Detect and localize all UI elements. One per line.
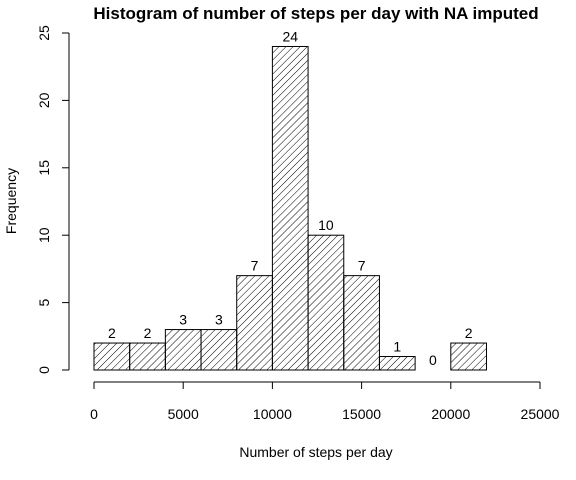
x-axis-label: Number of steps per day bbox=[239, 444, 392, 460]
histogram-bar bbox=[343, 275, 380, 371]
y-tick-label: 5 bbox=[36, 298, 52, 306]
x-tick-label: 5000 bbox=[168, 406, 199, 422]
y-tick-label: 10 bbox=[36, 227, 52, 243]
y-tick-label: 0 bbox=[36, 366, 52, 374]
y-axis: 0 5 10 15 20 25 bbox=[36, 25, 70, 374]
bar-count-label: 2 bbox=[465, 325, 473, 341]
bar-count-label: 3 bbox=[215, 312, 223, 328]
bar-count-label: 24 bbox=[282, 28, 298, 44]
x-tick-label: 25000 bbox=[521, 406, 560, 422]
bar-count-label: 0 bbox=[429, 352, 437, 368]
histogram-bar bbox=[378, 356, 416, 371]
histogram-bar bbox=[164, 329, 202, 371]
histogram-bar bbox=[129, 342, 166, 371]
x-tick-label: 0 bbox=[90, 406, 98, 422]
y-tick-label: 20 bbox=[36, 92, 52, 108]
x-tick-label: 20000 bbox=[431, 406, 470, 422]
bar-count-label: 1 bbox=[393, 339, 401, 355]
y-axis-label: Frequency bbox=[3, 168, 19, 234]
bars-group bbox=[93, 45, 487, 371]
histogram-bar bbox=[200, 329, 238, 371]
bar-count-label: 3 bbox=[179, 312, 187, 328]
histogram-bar bbox=[236, 275, 273, 371]
chart-title: Histogram of number of steps per day wit… bbox=[93, 4, 538, 23]
y-tick-label: 15 bbox=[36, 160, 52, 176]
x-tick-label: 10000 bbox=[253, 406, 292, 422]
y-tick-label: 25 bbox=[36, 25, 52, 41]
histogram-bar bbox=[93, 342, 131, 371]
histogram-bar bbox=[450, 342, 487, 371]
bar-count-label: 2 bbox=[144, 325, 152, 341]
x-tick-label: 15000 bbox=[342, 406, 381, 422]
histogram-bar bbox=[271, 45, 309, 371]
x-axis: 0 5000 10000 15000 20000 25000 bbox=[90, 381, 560, 422]
bar-count-label: 7 bbox=[358, 258, 366, 274]
histogram-bar bbox=[307, 234, 345, 371]
bar-count-label: 10 bbox=[318, 217, 334, 233]
bar-count-label: 2 bbox=[108, 325, 116, 341]
bar-count-label: 7 bbox=[251, 258, 259, 274]
